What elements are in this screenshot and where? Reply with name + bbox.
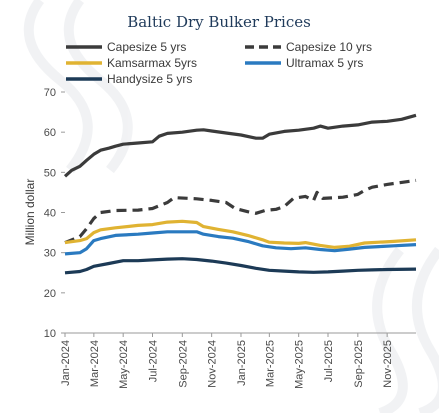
legend: Capesize 5 yrs Capesize 10 yrs Kamsarmax 5… [66,40,372,86]
series-line-ultramax-5-yrs [64,230,417,256]
y-tick-label: 70 [44,87,56,99]
y-tick-label: 30 [44,248,56,260]
y-axis-label: Million dollar [23,179,37,246]
y-tick-label: 60 [44,127,56,139]
y-tick-label: 40 [44,208,56,220]
y-axis: 10 20 30 40 50 60 70 [44,87,65,340]
y-tick-label: 20 [44,288,56,300]
x-tick-label: May-2024 [118,340,130,389]
series-line-capesize-5-yrs [63,113,417,178]
x-tick-label: Nov-2024 [207,340,219,388]
x-tick-label: Mar-2024 [89,340,101,387]
series-line-kamsarmax-5yrs [64,219,417,249]
x-tick-label: Jan-2024 [60,340,72,386]
x-tick-label: Sep-2025 [353,340,365,388]
x-tick-label: Jul-2025 [323,340,335,382]
legend-label: Ultramax 5 yrs [286,56,363,70]
legend-label: Handysize 5 yrs [107,72,192,86]
x-tick-label: May-2025 [294,340,306,389]
series-line-handysize-5-yrs [64,257,417,275]
legend-label: Capesize 10 yrs [286,40,372,54]
x-tick-label: Jan-2025 [236,340,248,386]
x-tick-label: Nov-2025 [382,340,394,388]
x-axis: Jan-2024 Mar-2024 May-2024 Jul-2024 Sep-2024… [60,332,416,389]
legend-label: Kamsarmax 5yrs [107,56,197,70]
y-tick-label: 50 [44,167,56,179]
background-decoration [23,0,439,418]
x-tick-label: Mar-2025 [264,340,276,387]
series-line-capesize-10-yrs [64,178,417,245]
y-tick-label: 10 [44,328,56,340]
legend-label: Capesize 5 yrs [107,40,186,54]
chart-title: Baltic Dry Bulker Prices [127,13,311,31]
x-tick-label: Sep-2024 [177,340,189,388]
x-tick-label: Jul-2024 [148,340,160,382]
series-layer [63,113,417,275]
